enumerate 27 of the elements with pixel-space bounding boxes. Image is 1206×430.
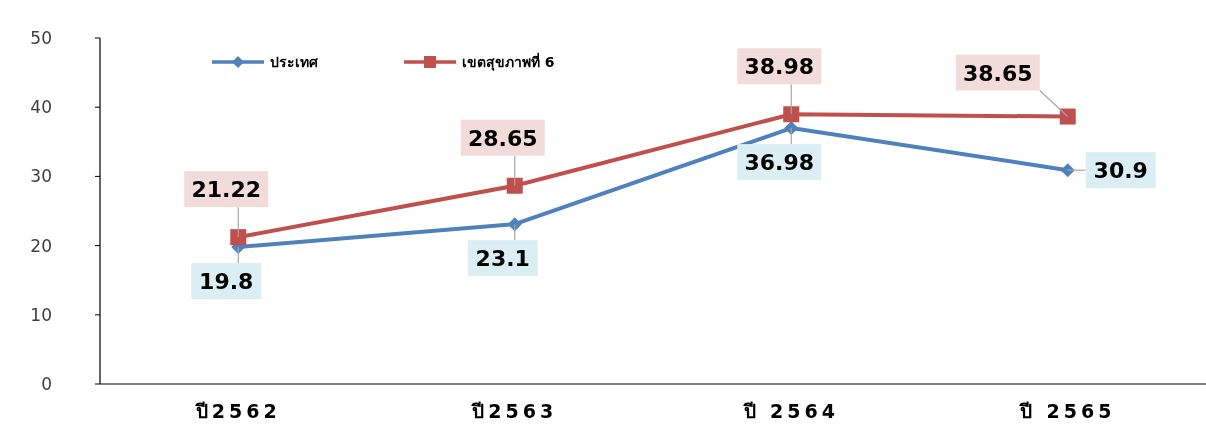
y-tick-label: 20	[30, 235, 52, 256]
y-tick-label: 0	[41, 374, 52, 394]
data-label: 38.98	[744, 54, 815, 80]
data-label: 28.65	[467, 125, 538, 151]
y-tick-label: 30	[30, 166, 52, 187]
point	[506, 177, 523, 194]
point	[783, 106, 800, 123]
y-tick-label: 10	[30, 304, 52, 325]
y-tick-label: 50	[30, 28, 52, 48]
data-label: 36.98	[744, 150, 815, 176]
x-tick-label: ปี 2564	[742, 400, 839, 422]
point	[784, 121, 799, 136]
data-label: 21.22	[191, 177, 262, 203]
point	[1059, 108, 1076, 125]
data-label: 38.65	[962, 60, 1033, 86]
legend-label: เขตสุขภาพที่ 6	[462, 52, 555, 71]
data-label: 19.8	[199, 268, 254, 294]
data-label: 30.9	[1093, 158, 1148, 184]
point	[507, 217, 522, 232]
point	[1060, 163, 1075, 178]
data-label: 23.1	[475, 246, 530, 272]
x-tick-label: ปี 2565	[1019, 400, 1116, 422]
x-tick-label: ปี2562	[194, 400, 281, 422]
y-tick-label: 40	[30, 97, 52, 118]
point	[230, 229, 247, 246]
x-tick-label: ปี2563	[471, 400, 558, 422]
legend-label: ประเทศ	[270, 54, 319, 70]
